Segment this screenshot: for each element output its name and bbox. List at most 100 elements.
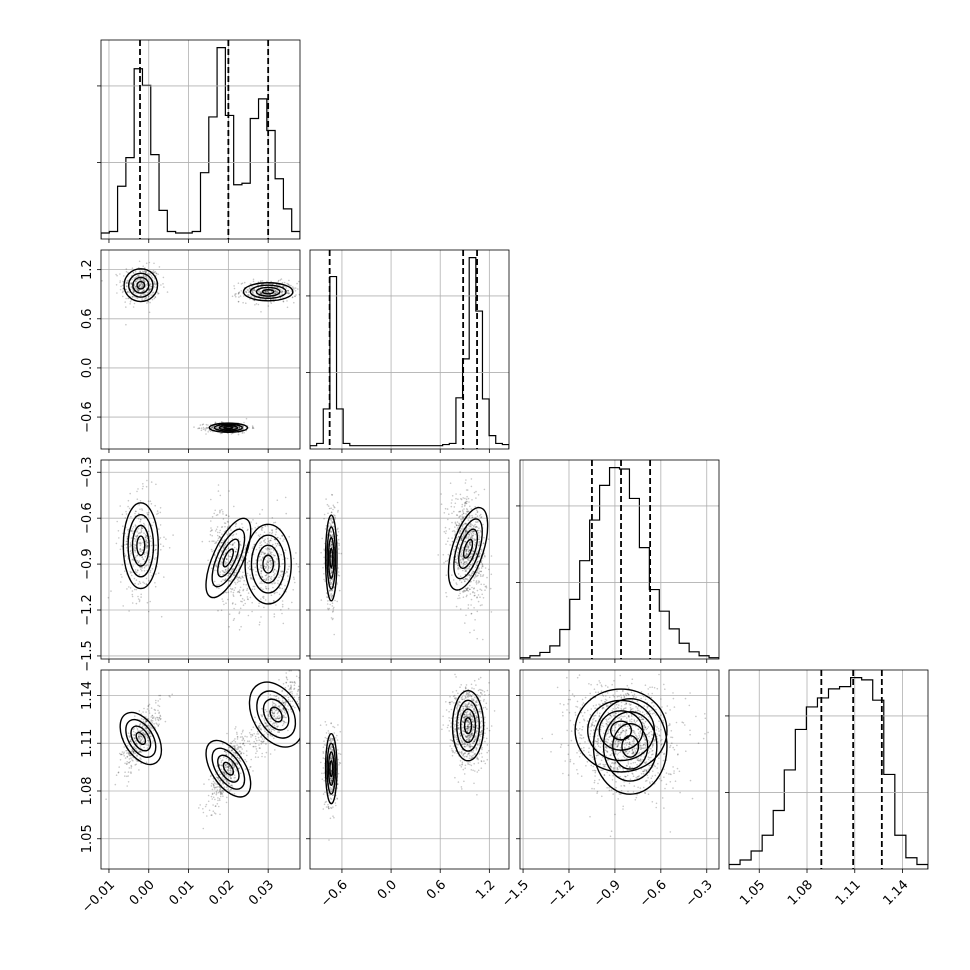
scatter-point bbox=[337, 571, 340, 573]
scatter-point bbox=[142, 581, 144, 583]
scatter-point bbox=[120, 753, 123, 756]
scatter-point bbox=[152, 739, 155, 742]
scatter-point bbox=[461, 539, 463, 542]
scatter-point bbox=[241, 575, 244, 577]
scatter-point bbox=[442, 553, 445, 556]
scatter-point bbox=[134, 752, 137, 755]
scatter-point bbox=[130, 549, 132, 552]
scatter-point bbox=[274, 289, 277, 292]
scatter-point bbox=[153, 271, 156, 274]
axes-frame bbox=[100, 669, 301, 870]
scatter-point bbox=[139, 566, 141, 568]
scatter-point bbox=[480, 567, 483, 569]
scatter-point bbox=[465, 570, 467, 572]
scatter-point bbox=[238, 296, 240, 298]
scatter-point bbox=[225, 557, 228, 560]
scatter-point bbox=[464, 497, 466, 500]
scatter-point bbox=[236, 731, 238, 734]
scatter-point bbox=[459, 608, 462, 610]
scatter-point bbox=[280, 570, 282, 572]
scatter-point bbox=[478, 540, 481, 543]
scatter-point bbox=[246, 596, 249, 598]
scatter-point bbox=[478, 552, 481, 555]
scatter-point bbox=[272, 571, 275, 573]
scatter-point bbox=[146, 724, 149, 727]
scatter-point bbox=[460, 537, 463, 540]
scatter-point bbox=[198, 427, 200, 429]
scatter-point bbox=[264, 708, 267, 711]
scatter-point bbox=[240, 577, 242, 580]
scatter-point bbox=[212, 804, 214, 806]
scatter-point bbox=[229, 564, 232, 566]
scatter-point bbox=[473, 594, 476, 597]
scatter-point bbox=[467, 587, 469, 589]
scatter-point bbox=[211, 516, 214, 518]
density-contour bbox=[244, 523, 292, 605]
scatter-point bbox=[140, 751, 143, 753]
scatter-point bbox=[257, 756, 260, 758]
scatter-point bbox=[123, 275, 125, 277]
scatter-point bbox=[278, 717, 281, 719]
scatter-point bbox=[333, 587, 335, 589]
scatter-point bbox=[218, 790, 221, 793]
scatter-point bbox=[271, 728, 273, 731]
scatter-point bbox=[238, 629, 241, 631]
scatter-point bbox=[287, 729, 289, 732]
scatter-point bbox=[237, 300, 240, 303]
scatter-point bbox=[239, 580, 241, 582]
scatter-point bbox=[282, 570, 284, 573]
scatter-point bbox=[330, 617, 333, 619]
scatter-point bbox=[267, 714, 269, 717]
scatter-point bbox=[209, 534, 212, 536]
scatter-point bbox=[223, 571, 225, 574]
scatter-point bbox=[261, 715, 263, 718]
scatter-point bbox=[255, 570, 257, 573]
scatter-point bbox=[463, 561, 465, 564]
scatter-point bbox=[332, 580, 334, 582]
scatter-point bbox=[117, 530, 120, 532]
scatter-point bbox=[323, 556, 325, 559]
scatter-point bbox=[270, 537, 273, 539]
scatter-point bbox=[136, 571, 138, 574]
scatter-point bbox=[139, 550, 141, 552]
scatter-point bbox=[464, 580, 466, 582]
scatter-point bbox=[219, 789, 221, 791]
axes-frame bbox=[309, 249, 510, 450]
scatter-point bbox=[135, 579, 138, 581]
scatter-point bbox=[235, 293, 237, 295]
scatter-point bbox=[145, 727, 148, 730]
scatter-point bbox=[148, 710, 150, 712]
scatter-point bbox=[215, 793, 218, 796]
scatter-point bbox=[329, 580, 332, 582]
scatter-point bbox=[123, 544, 126, 546]
scatter-point bbox=[132, 558, 134, 560]
scatter-point bbox=[254, 562, 256, 565]
scatter-point bbox=[468, 559, 471, 562]
density-contour bbox=[324, 514, 338, 602]
scatter-point bbox=[158, 705, 161, 708]
scatter-point bbox=[212, 810, 215, 812]
scatter-point bbox=[241, 559, 244, 562]
scatter-point bbox=[138, 573, 141, 576]
scatter-point bbox=[197, 427, 199, 430]
scatter-point bbox=[266, 725, 269, 727]
scatter-point bbox=[218, 798, 221, 800]
scatter-point bbox=[126, 756, 129, 758]
scatter-point bbox=[463, 589, 466, 592]
scatter-point bbox=[280, 571, 283, 573]
scatter-point bbox=[470, 485, 473, 488]
scatter-point bbox=[440, 503, 443, 506]
scatter-point bbox=[270, 594, 273, 597]
scatter-point bbox=[137, 583, 140, 585]
scatter-point bbox=[255, 748, 258, 750]
scatter-point bbox=[271, 551, 273, 554]
scatter-point bbox=[146, 747, 149, 749]
scatter-point bbox=[284, 702, 287, 705]
scatter-point bbox=[136, 490, 138, 493]
scatter-point bbox=[122, 295, 124, 298]
scatter-point bbox=[139, 750, 141, 752]
scatter-point bbox=[258, 744, 260, 746]
scatter-point bbox=[254, 756, 257, 758]
scatter-point bbox=[336, 534, 339, 537]
scatter-point bbox=[274, 703, 277, 706]
